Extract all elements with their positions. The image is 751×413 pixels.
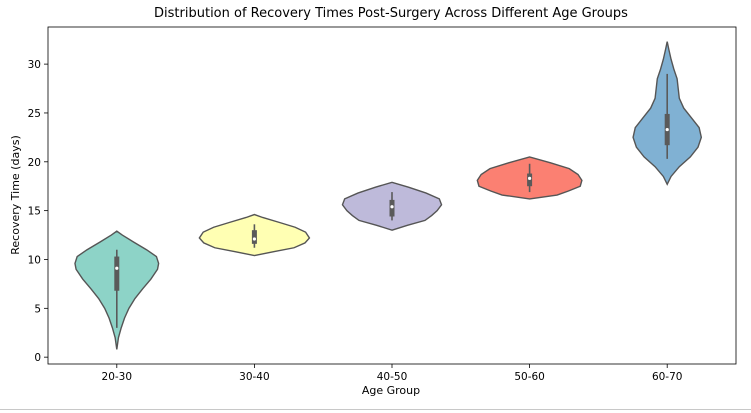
y-tick-label: 25 xyxy=(28,108,41,120)
x-axis-label: Age Group xyxy=(362,384,420,397)
x-tick-label: 50-60 xyxy=(514,371,545,383)
median-dot xyxy=(390,205,394,209)
x-tick-label: 20-30 xyxy=(102,371,133,383)
y-tick-label: 30 xyxy=(28,59,41,71)
y-tick-label: 10 xyxy=(28,254,41,266)
x-tick-label: 40-50 xyxy=(377,371,408,383)
y-tick-label: 15 xyxy=(28,206,41,218)
median-dot xyxy=(115,266,119,270)
iqr-box xyxy=(251,230,257,244)
x-tick-label: 30-40 xyxy=(239,371,270,383)
median-dot xyxy=(665,127,669,132)
x-tick-label: 60-70 xyxy=(652,371,683,383)
median-dot xyxy=(252,237,256,241)
y-tick-label: 5 xyxy=(34,303,41,315)
y-axis-label: Recovery Time (days) xyxy=(9,135,22,254)
median-dot xyxy=(528,176,532,181)
plot-frame xyxy=(47,26,737,365)
chart-title: Distribution of Recovery Times Post-Surg… xyxy=(154,6,628,21)
y-tick-label: 0 xyxy=(34,352,41,364)
y-tick-label: 20 xyxy=(28,157,41,169)
iqr-box xyxy=(114,256,120,291)
plot-area: 0 5 10 15 20 25 30 20-30 30-40 40-50 50-60 60-70 xyxy=(28,41,703,383)
window-bottom-border xyxy=(0,409,751,410)
